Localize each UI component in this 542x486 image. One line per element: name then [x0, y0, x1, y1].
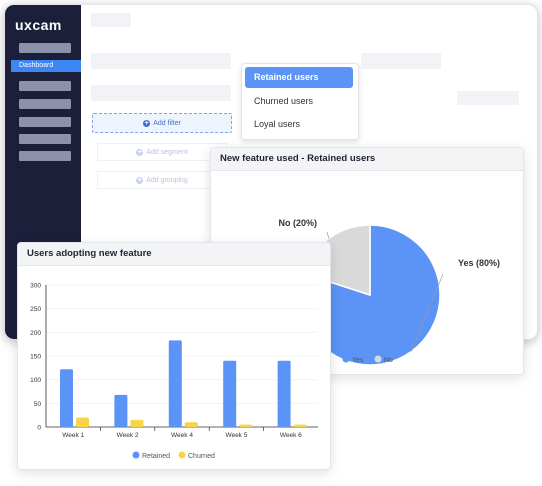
- plus-icon: +: [143, 119, 151, 127]
- legend-swatch-yes: [342, 355, 350, 363]
- content-placeholder: [457, 91, 519, 105]
- legend-label-no: No: [384, 357, 393, 364]
- x-tick-label: Week 4: [171, 432, 193, 439]
- bar-churned: [184, 422, 198, 427]
- add-grouping-button[interactable]: + Add grouping: [97, 171, 227, 189]
- pie-data-label: Yes (80%): [458, 258, 500, 268]
- legend-swatch-churned: [178, 451, 186, 459]
- app-logo: uxcam: [15, 17, 62, 33]
- y-tick-label: 0: [37, 425, 41, 432]
- y-tick-label: 300: [30, 283, 41, 290]
- legend-swatch-retained: [132, 451, 140, 459]
- legend-label-yes: Yes: [352, 357, 364, 364]
- pie-data-label: No (20%): [278, 218, 317, 228]
- sidebar-item-5[interactable]: [19, 117, 71, 127]
- dropdown-option-churned[interactable]: Churned users: [254, 96, 314, 106]
- y-tick-label: 200: [30, 330, 41, 337]
- user-type-dropdown[interactable]: Retained users Churned users Loyal users: [241, 63, 359, 140]
- plus-icon: +: [136, 176, 144, 184]
- pie-card-title: New feature used - Retained users: [211, 148, 523, 171]
- content-placeholder: [91, 85, 231, 101]
- bar-card-title: Users adopting new feature: [18, 243, 330, 266]
- y-tick-label: 100: [30, 377, 41, 384]
- y-tick-label: 50: [34, 401, 42, 408]
- bar-retained: [223, 360, 237, 427]
- add-filter-label: Add filter: [153, 119, 181, 127]
- legend-swatch-no: [374, 355, 382, 363]
- x-tick-label: Week 2: [117, 432, 139, 439]
- bar-churned: [293, 424, 307, 427]
- pie-label-leader: [326, 231, 330, 239]
- add-segment-button[interactable]: + Add segment: [97, 143, 227, 161]
- bar-chart-card: Users adopting new feature 0 50 100 150 200 2…: [17, 242, 331, 470]
- sidebar-item-3[interactable]: [19, 81, 71, 91]
- y-tick-label: 150: [30, 354, 41, 361]
- bar-retained: [168, 340, 182, 427]
- sidebar-item-7[interactable]: [19, 151, 71, 161]
- bar-chart: 0 50 100 150 200 250 300 Week 1 Week 2 Week 4 Week…: [30, 283, 318, 460]
- x-tick-label: Week 1: [62, 432, 84, 439]
- pie-label-leader: [410, 273, 444, 352]
- bar-churned: [239, 424, 253, 427]
- add-grouping-label: Add grouping: [146, 176, 188, 184]
- bar-retained: [60, 369, 73, 427]
- add-filter-button[interactable]: + Add filter: [92, 113, 232, 133]
- bar-retained: [277, 360, 291, 427]
- sidebar-item-1[interactable]: [19, 43, 71, 53]
- content-placeholder: [361, 53, 441, 69]
- dropdown-option-retained[interactable]: Retained users: [245, 67, 353, 88]
- plus-icon: +: [136, 148, 144, 156]
- y-tick-label: 250: [30, 306, 41, 313]
- bar-churned: [76, 417, 89, 427]
- legend-label-retained: Retained: [142, 453, 170, 460]
- sidebar-item-4[interactable]: [19, 99, 71, 109]
- add-segment-label: Add segment: [146, 148, 188, 156]
- sidebar-item-6[interactable]: [19, 134, 71, 144]
- dropdown-option-loyal[interactable]: Loyal users: [254, 119, 301, 129]
- content-placeholder: [91, 53, 231, 69]
- header-placeholder: [91, 13, 131, 27]
- bar-churned: [130, 419, 144, 427]
- sidebar-item-dashboard[interactable]: Dashboard: [11, 60, 81, 72]
- legend-label-churned: Churned: [188, 453, 215, 460]
- bar-retained: [114, 394, 128, 427]
- x-tick-label: Week 6: [280, 432, 302, 439]
- x-tick-label: Week 5: [225, 432, 247, 439]
